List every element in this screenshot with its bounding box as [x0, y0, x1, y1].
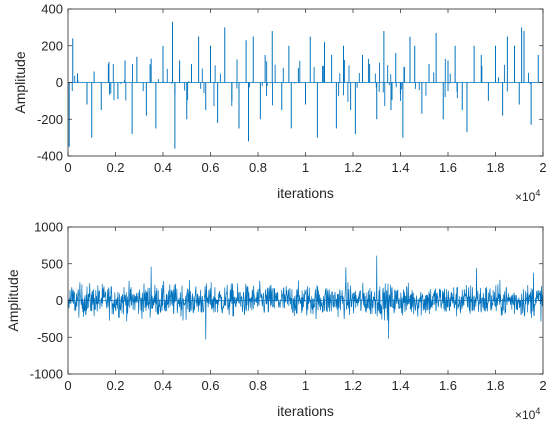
top-y-axis-label: Amplitude — [12, 51, 28, 113]
x-tick-label: 1 — [302, 160, 309, 175]
x-tick-label: 0.2 — [106, 378, 124, 393]
x-tick-label: 1.6 — [439, 160, 457, 175]
x-tick-label: 0.4 — [154, 378, 172, 393]
x-tick-label: 0.8 — [249, 378, 267, 393]
y-tick-label: 0 — [56, 293, 63, 308]
bottom-y-axis-label: Amplitude — [5, 269, 21, 331]
y-tick-label: -1000 — [30, 367, 63, 382]
y-tick-label: 200 — [41, 38, 63, 53]
x-tick-label: 1.6 — [439, 378, 457, 393]
x-tick-label: 1.8 — [486, 378, 504, 393]
top-signal-series — [68, 21, 543, 149]
x-tick-label: 1.4 — [391, 378, 409, 393]
bottom-x-axis-label: iterations — [277, 403, 334, 419]
x-tick-label: 0 — [64, 378, 71, 393]
y-tick-label: -400 — [37, 149, 63, 164]
bottom-x-exponent: ×104 — [515, 406, 540, 422]
bottom-axis-ticks: 0 0.2 0.4 0.6 0.8 1 1.2 1.4 1.6 1.8 2 1000 500 0 -500 -… — [30, 220, 547, 394]
bottom-signal-series — [67, 255, 544, 340]
top-axis-ticks: 0 0.2 0.4 0.6 0.8 1 1.2 1.4 1.6 1.8 2 400 200 0 -200 -4… — [37, 2, 547, 176]
bottom-subplot: 0 0.2 0.4 0.6 0.8 1 1.2 1.4 1.6 1.8 2 1000 500 0 -500 -… — [5, 220, 547, 423]
x-tick-label: 0 — [64, 160, 71, 175]
bottom-x-exponent-power: 4 — [535, 406, 540, 416]
y-tick-label: 1000 — [34, 220, 63, 235]
noise-trace — [67, 255, 544, 340]
y-tick-label: -500 — [37, 330, 63, 345]
x-tick-label: 1.2 — [344, 378, 362, 393]
top-subplot: 0 0.2 0.4 0.6 0.8 1 1.2 1.4 1.6 1.8 2 400 200 0 -200 -4… — [12, 2, 547, 205]
y-tick-label: 0 — [56, 75, 63, 90]
top-x-axis-label: iterations — [277, 185, 334, 201]
x-tick-label: 1.4 — [391, 160, 409, 175]
bottom-x-exponent-base: ×10 — [515, 408, 536, 422]
x-tick-label: 0.8 — [249, 160, 267, 175]
y-tick-label: 500 — [41, 256, 63, 271]
x-tick-label: 1.2 — [344, 160, 362, 175]
x-tick-label: 1.8 — [486, 160, 504, 175]
x-tick-label: 0.6 — [201, 378, 219, 393]
y-tick-label: -200 — [37, 112, 63, 127]
x-tick-label: 2 — [539, 378, 546, 393]
y-tick-label: 400 — [41, 2, 63, 17]
x-tick-label: 0.2 — [106, 160, 124, 175]
x-tick-label: 0.4 — [154, 160, 172, 175]
top-x-exponent-power: 4 — [535, 188, 540, 198]
top-x-exponent-base: ×10 — [515, 190, 536, 204]
x-tick-label: 0.6 — [201, 160, 219, 175]
x-tick-label: 1 — [302, 378, 309, 393]
x-tick-label: 2 — [539, 160, 546, 175]
top-x-exponent: ×104 — [515, 188, 540, 204]
